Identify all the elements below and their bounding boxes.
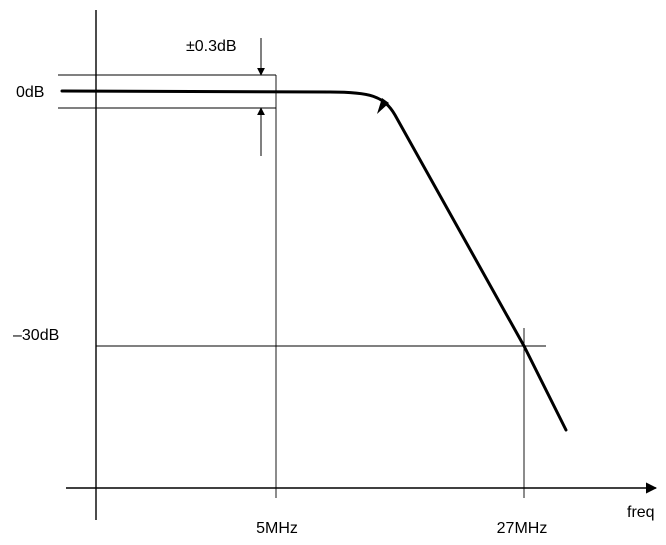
curve-direction-arrow-icon [377, 98, 389, 114]
response-curve [60, 89, 568, 432]
x-axis-label: freq [627, 504, 655, 521]
x-tick-5mhz: 5MHz [256, 520, 298, 537]
y-tick-0db: 0dB [16, 84, 44, 101]
x-tick-27mhz: 27MHz [497, 520, 548, 537]
tolerance-label: ±0.3dB [186, 38, 237, 55]
y-tick-minus30db: –30dB [13, 327, 59, 344]
